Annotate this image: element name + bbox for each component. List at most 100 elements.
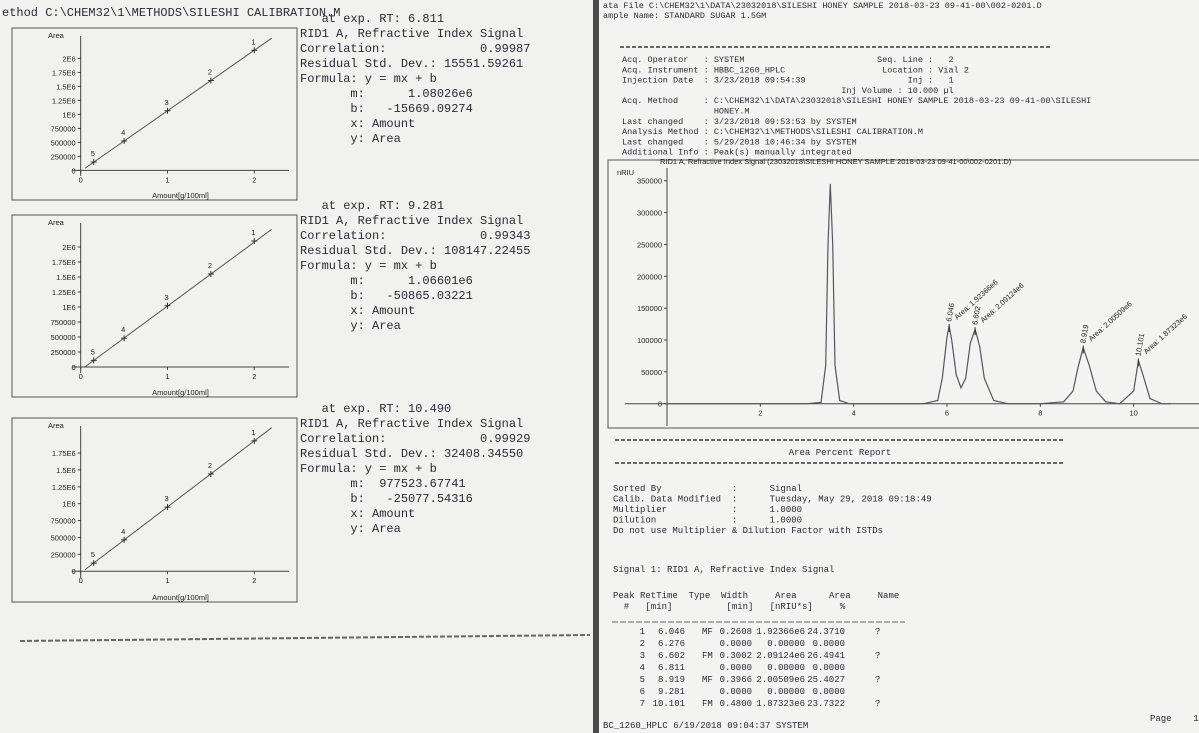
calibration-text: Correlation: 0.99987 (300, 42, 530, 56)
y-tick-label: 500000 (51, 533, 76, 542)
table-cell: 1.92366e6 (756, 627, 805, 637)
point-label: 4 (121, 128, 125, 137)
y-tick-label: 750000 (51, 124, 76, 133)
x-axis-label: Amount[g/100ml] (152, 593, 209, 602)
calibration-text: b: -50865.03221 (300, 289, 473, 303)
table-cell: 26.4941 (807, 651, 845, 661)
y-axis-label: Area (48, 421, 65, 430)
point-label: 3 (164, 494, 168, 503)
page-number: Page 1 of (1150, 714, 1199, 724)
y-tick-label: 1E6 (62, 110, 75, 119)
y-tick-label: 200000 (637, 272, 662, 281)
calibration-text: y: Area (300, 319, 401, 333)
point-label: 1 (251, 37, 255, 46)
y-tick-label: 750000 (51, 318, 76, 327)
point-label: 2 (208, 68, 212, 77)
point-label: 2 (208, 261, 212, 270)
calibration-text: Residual Std. Dev.: 15551.59261 (300, 57, 523, 71)
info-line: Inj Volume : 10.000 µl (622, 86, 954, 96)
x-tick-label: 2 (758, 409, 762, 418)
y-tick-label: 1.25E6 (52, 96, 76, 105)
page-header: ethod C:\CHEM32\1\METHODS\SILESHI CALIBR… (2, 6, 340, 20)
table-cell: 0.0000 (720, 639, 752, 649)
calibration-text: at exp. RT: 6.811 (300, 12, 444, 26)
point-label: 5 (91, 550, 95, 559)
table-cell: 0.0000 (813, 663, 845, 673)
calibration-text: m: 977523.67741 (300, 477, 466, 491)
calibration-text: at exp. RT: 10.490 (300, 402, 451, 416)
x-axis-label: Amount[g/100ml] (152, 388, 209, 397)
info-line: Additional Info : Peak(s) manually integ… (622, 148, 852, 158)
point-label: 2 (208, 461, 212, 470)
y-tick-label: 500000 (51, 138, 76, 147)
y-tick-label: 1.25E6 (52, 483, 76, 492)
file-header: ata File C:\CHEM32\1\DATA\23032018\SILES… (603, 1, 1042, 11)
table-cell: 0.0000 (720, 663, 752, 673)
table-cell: 24.3710 (807, 627, 845, 637)
info-line: Last changed : 3/23/2018 09:53:53 by SYS… (622, 117, 857, 127)
report-line: Multiplier : 1.0000 (613, 505, 802, 515)
calibration-text: Residual Std. Dev.: 108147.22455 (300, 244, 530, 258)
table-cell: ? (875, 651, 880, 661)
y-tick-label: 250000 (51, 550, 76, 559)
calibration-text: b: -25077.54316 (300, 492, 473, 506)
y-tick-label: 750000 (51, 517, 76, 526)
table-cell: FM (702, 699, 713, 709)
table-cell: 6.276 (658, 639, 685, 649)
calibration-text: x: Amount (300, 304, 415, 318)
y-tick-label: 250000 (51, 152, 76, 161)
table-cell: 5 (640, 675, 645, 685)
y-unit: nRIU (617, 168, 634, 177)
document-photo: ethod C:\CHEM32\1\METHODS\SILESHI CALIBR… (0, 0, 1199, 733)
calibration-text: Residual Std. Dev.: 32408.34550 (300, 447, 523, 461)
table-cell: 6.811 (658, 663, 685, 673)
y-tick-label: 1.75E6 (52, 449, 76, 458)
y-tick-label: 1E6 (62, 303, 75, 312)
table-cell: 9.281 (658, 687, 685, 697)
y-tick-label: 1.5E6 (56, 82, 76, 91)
point-label: 1 (251, 428, 255, 437)
y-axis-label: Area (48, 31, 65, 40)
table-cell: 6.602 (658, 651, 685, 661)
calibration-text: Formula: y = mx + b (300, 462, 437, 476)
calibration-text: RID1 A, Refractive Index Signal (300, 214, 523, 228)
table-cell: 0.0000 (813, 639, 845, 649)
x-tick-label: 2 (252, 372, 256, 381)
point-label: 5 (91, 347, 95, 356)
y-tick-label: 0 (72, 166, 76, 175)
table-cell: MF (702, 627, 713, 637)
table-cell: 0.0000 (813, 687, 845, 697)
y-tick-label: 0 (658, 400, 662, 409)
info-line: Acq. Operator : SYSTEM Seq. Line : 2 (622, 55, 954, 65)
table-cell: ? (875, 675, 880, 685)
info-line: Acq. Instrument : HBBC_1260_HPLC Locatio… (622, 65, 969, 75)
table-cell: 0.3966 (720, 675, 752, 685)
table-cell: ? (875, 699, 880, 709)
point-label: 3 (164, 98, 168, 107)
table-cell: 2 (640, 639, 645, 649)
x-tick-label: 6 (945, 409, 949, 418)
table-cell: 6.046 (658, 627, 685, 637)
table-cell: ? (875, 627, 880, 637)
table-cell: 0.4800 (720, 699, 752, 709)
info-line: Injection Date : 3/23/2018 09:54:39 Inj … (622, 76, 954, 86)
signal-title: Signal 1: RID1 A, Refractive Index Signa… (613, 565, 834, 575)
table-cell: 4 (640, 663, 645, 673)
point-label: 4 (121, 325, 125, 334)
calibration-text: at exp. RT: 9.281 (300, 199, 444, 213)
report-line: Dilution : 1.0000 (613, 516, 802, 526)
x-tick-label: 1 (165, 576, 169, 585)
y-tick-label: 150000 (637, 304, 662, 313)
y-tick-label: 1.25E6 (52, 288, 76, 297)
table-cell: 3 (640, 651, 645, 661)
calibration-text: RID1 A, Refractive Index Signal (300, 27, 523, 41)
file-header: ample Name: STANDARD SUGAR 1.5GM (603, 11, 766, 21)
x-tick-label: 8 (1038, 409, 1042, 418)
info-line: HONEY.M (622, 107, 750, 117)
x-axis-label: Amount[g/100ml] (152, 191, 209, 200)
y-tick-label: 0 (72, 567, 76, 576)
table-cell: 2.00509e6 (756, 675, 805, 685)
point-label: 1 (251, 228, 255, 237)
table-cell: 0.3002 (720, 651, 752, 661)
calibration-text: Correlation: 0.99929 (300, 432, 530, 446)
